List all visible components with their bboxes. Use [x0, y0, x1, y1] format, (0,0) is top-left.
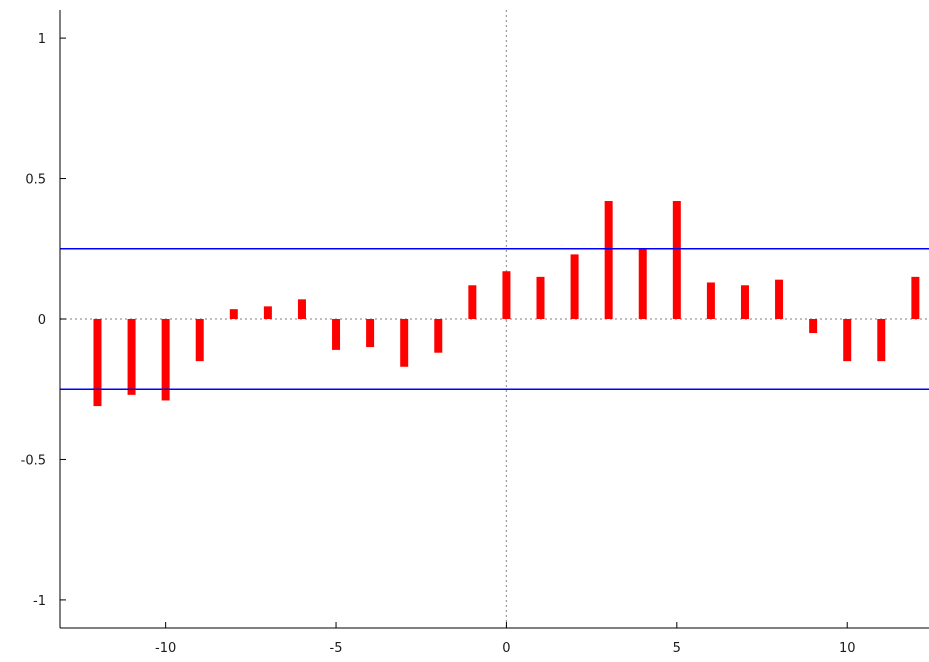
y-tick-label: 1	[38, 32, 46, 47]
bar-lag-10	[843, 319, 852, 362]
bar-lag--10	[161, 319, 170, 401]
bar-lag--8	[229, 309, 238, 319]
x-tick-label: 0	[502, 641, 510, 656]
bar-lag-4	[638, 248, 647, 319]
bar-lag--3	[400, 319, 409, 367]
bar-lag--12	[93, 319, 102, 407]
bar-lag-9	[809, 319, 818, 334]
bar-lag-11	[877, 319, 886, 362]
bar-lag--7	[263, 306, 272, 319]
bar-lag-2	[570, 254, 579, 319]
bars	[93, 201, 920, 407]
tick-labels: -1 -0.5 0 0.5 1 -10 -5 0 5 10	[21, 32, 856, 656]
y-tick-label: 0.5	[25, 173, 46, 188]
bar-lag-6	[706, 282, 715, 319]
bar-lag-8	[775, 279, 784, 319]
bar-lag--5	[332, 319, 341, 350]
x-tick-label: -10	[155, 641, 176, 656]
x-tick-label: 5	[673, 641, 681, 656]
y-tick-label: 0	[38, 313, 46, 328]
bar-lag--1	[468, 285, 477, 319]
bar-lag--4	[366, 319, 375, 348]
bar-lag-0	[502, 271, 511, 319]
reference-lines	[60, 10, 929, 628]
bar-lag-12	[911, 276, 920, 319]
bar-lag-3	[604, 201, 613, 319]
bar-lag--9	[195, 319, 204, 362]
y-tick-label: -1	[33, 594, 46, 609]
x-tick-label: -5	[330, 641, 343, 656]
bar-lag-7	[740, 285, 749, 319]
bar-lag--11	[127, 319, 136, 395]
bar-lag-5	[672, 201, 681, 319]
bar-lag--6	[297, 299, 306, 319]
bar-lag--2	[434, 319, 443, 353]
y-tick-label: -0.5	[21, 453, 46, 468]
confidence-band	[60, 248, 929, 390]
bar-lag-1	[536, 276, 545, 319]
axes	[59, 10, 929, 629]
x-tick-label: 10	[839, 641, 856, 656]
